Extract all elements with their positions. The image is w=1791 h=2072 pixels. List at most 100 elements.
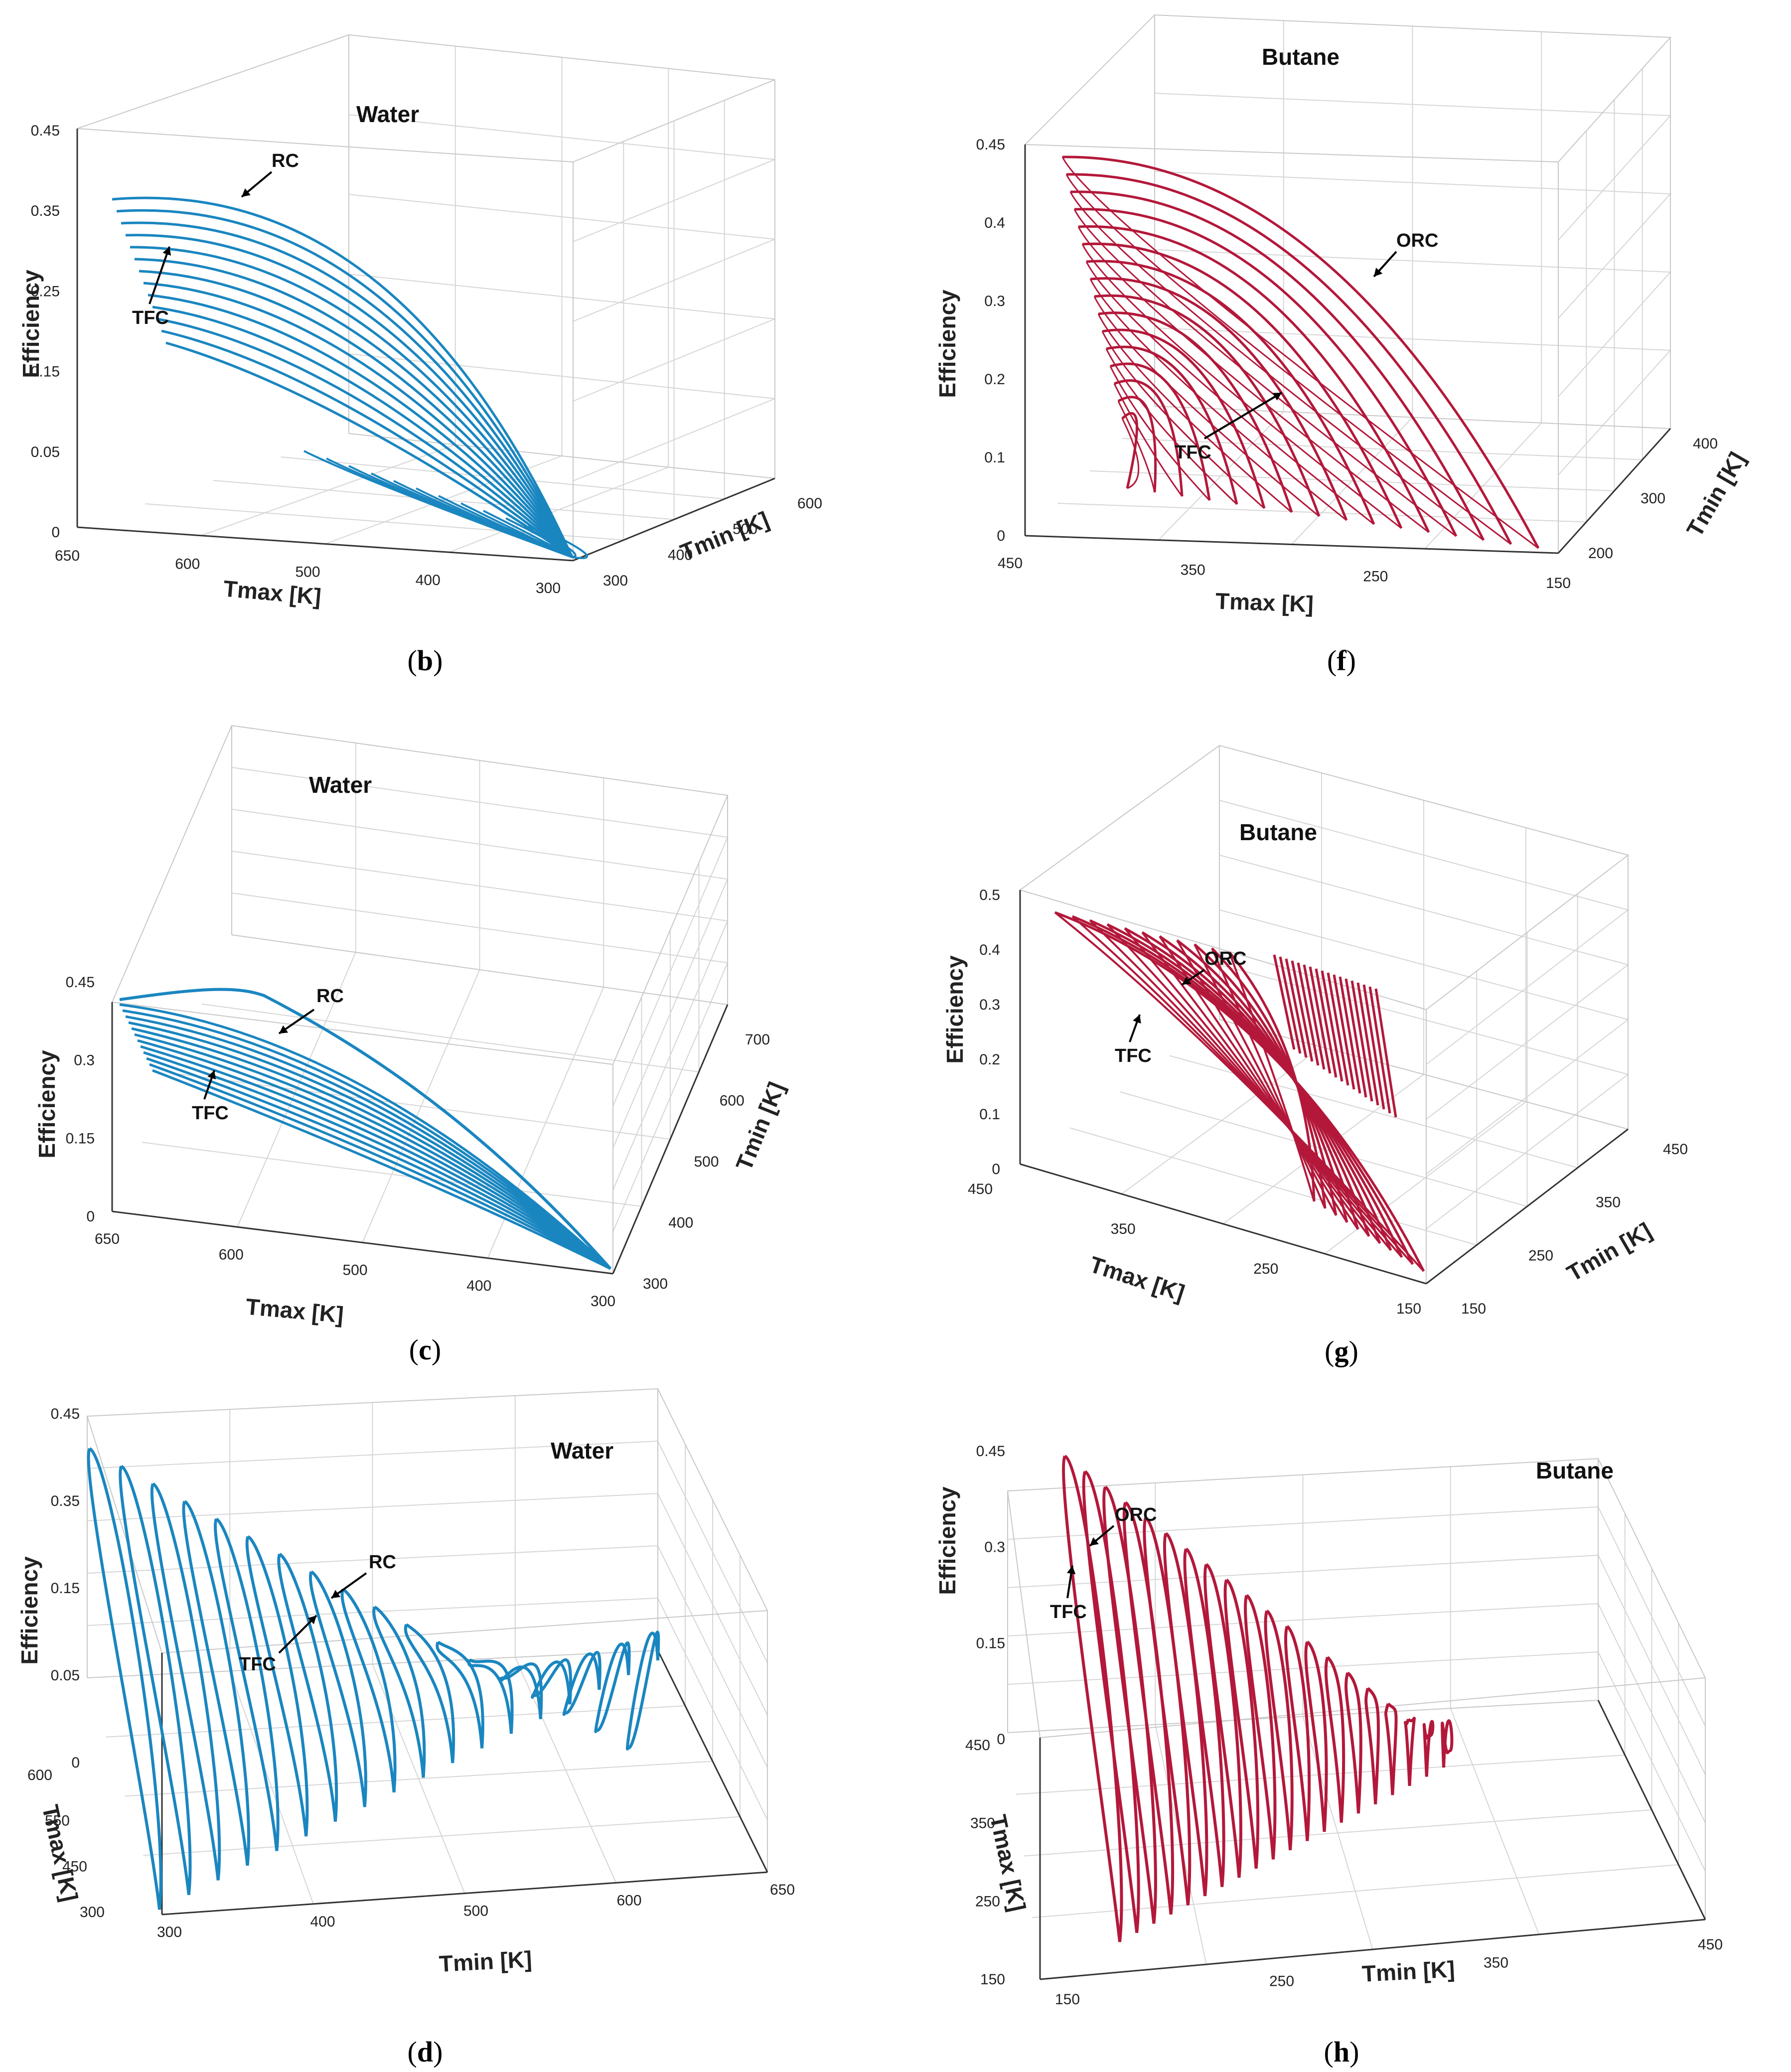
x-tick-label: 350 [1111, 1221, 1136, 1237]
z-tick-label: 0.45 [31, 123, 60, 139]
chart-h: 0 0.15 0.3 0.45 150 250 350 450 150 250 350 450 Buta… [934, 1443, 1723, 2068]
x-tick-label: 350 [1484, 1955, 1508, 1971]
y-tick-label: 450 [62, 1858, 87, 1875]
floor-grid-line [1450, 1708, 1540, 1935]
annotation-rc-arrow-head [242, 188, 251, 197]
efficiency-curve [161, 329, 573, 558]
efficiency-curve [125, 1015, 611, 1270]
efficiency-curve-lower [1194, 944, 1337, 1216]
annotation-rc: RC [316, 986, 344, 1007]
z-tick-label: 0.35 [51, 1493, 80, 1509]
efficiency-curve [139, 270, 573, 558]
efficiency-curve [1066, 173, 1512, 545]
efficiency-fin [1163, 1532, 1208, 1897]
y-tick-label: 300 [603, 573, 628, 589]
z-axis-label: Efficiency [934, 290, 960, 398]
efficiency-fin [1441, 1719, 1454, 1768]
efficiency-curve [1228, 951, 1316, 1202]
efficiency-curve [149, 1063, 611, 1270]
x-tick-label: 250 [1363, 569, 1388, 585]
y-tick-label: 600 [797, 495, 822, 512]
annotation-tfc-arrow-head [162, 247, 171, 256]
y-tick-label: 350 [1596, 1194, 1621, 1211]
z-tick-label: 0.05 [31, 444, 60, 460]
annotation-tfc-arrow-head [207, 1070, 216, 1079]
x-tick-label: 600 [219, 1246, 244, 1263]
efficiency-fin [372, 1606, 426, 1778]
y-axis-label: Tmax [K] [37, 1802, 83, 1904]
efficiency-curve [1117, 396, 1157, 493]
efficiency-fin [1203, 1563, 1242, 1878]
efficiency-surface-fill [1350, 980, 1373, 1102]
z-tick-label: 0 [51, 524, 60, 541]
annotation-orc: ORC [1396, 230, 1438, 251]
z-tick-label: 0.15 [51, 1580, 80, 1597]
z-tick-label: 0 [992, 1161, 1000, 1178]
z-tick-label: 0.3 [74, 1052, 95, 1069]
panel-title: Water [551, 1438, 613, 1464]
z-tick-label: 0.45 [976, 137, 1005, 153]
z-tick-label: 0 [997, 528, 1005, 544]
panel-title: Water [309, 772, 372, 798]
efficiency-curve [1194, 943, 1338, 1216]
x-tick-label: 250 [1253, 1261, 1278, 1277]
efficiency-curve [1062, 155, 1540, 549]
efficiency-fin [625, 1630, 660, 1751]
efficiency-fin [1223, 1578, 1260, 1869]
y-tick-label: 200 [1588, 545, 1613, 562]
x-axis-label: Tmax [K] [222, 576, 322, 610]
panel-caption: (f) [1327, 644, 1356, 677]
x-tick-label: 400 [466, 1278, 491, 1294]
z-tick-label: 0.45 [66, 974, 95, 991]
panel-caption: (c) [409, 1333, 441, 1366]
x-axis-label: Tmax [K] [1215, 588, 1314, 617]
efficiency-curve [146, 1057, 611, 1270]
efficiency-surface-fill [1356, 982, 1379, 1106]
annotation-tfc-arrow [1203, 392, 1283, 440]
y-tick-label: 350 [970, 1815, 995, 1832]
efficiency-curve-ridge [119, 988, 612, 1270]
panel-d: 0 0.05 0.15 0.35 0.45 300 400 500 600 650 300 450 55… [0, 1381, 896, 2072]
efficiency-surface-fill [1285, 958, 1308, 1058]
annotation-orc-arrow-head [1182, 976, 1192, 985]
y-axis-line [573, 477, 775, 562]
annotation-tfc-arrow-head [307, 1616, 316, 1625]
efficiency-surface-fill [1368, 986, 1391, 1114]
efficiency-curve [1070, 190, 1485, 541]
y-tick-label: 400 [668, 547, 693, 563]
floor-grid-line [1119, 1091, 1527, 1207]
z-tick-label: 0.45 [51, 1406, 80, 1422]
y-tick-label: 500 [694, 1154, 719, 1170]
y-axis-line [1426, 1128, 1629, 1285]
panel-title: Butane [1239, 819, 1317, 845]
efficiency-fin [87, 1447, 162, 1910]
efficiency-curve-lower [1176, 939, 1348, 1223]
efficiency-curve [1106, 345, 1238, 505]
efficiency-fin [1384, 1702, 1398, 1795]
annotation-rc: RC [272, 150, 299, 171]
efficiency-surface-fill [1309, 966, 1332, 1074]
z-tick-label: 0.1 [979, 1106, 1000, 1123]
x-tick-label: 400 [416, 572, 441, 589]
floor-grid-line [106, 1705, 686, 1738]
x-axis-label: Tmin [K] [1361, 1956, 1456, 1987]
efficiency-curve [121, 221, 574, 558]
box-edge [77, 34, 574, 162]
annotation-tfc-arrow-head [1272, 393, 1282, 401]
annotation-orc-arrow-head [1374, 268, 1383, 277]
y-tick-label: 250 [975, 1893, 1000, 1910]
x-axis-line [77, 526, 574, 562]
floor-grid-line [1089, 470, 1615, 491]
y-axis-line [1557, 428, 1671, 554]
y-tick-label: 550 [45, 1813, 70, 1829]
efficiency-surface-fill [1374, 988, 1397, 1118]
x-axis-label: Tmax [K] [245, 1294, 345, 1328]
annotation-tfc-arrow-head [1133, 1015, 1141, 1024]
x-tick-label: 650 [770, 1882, 795, 1898]
efficiency-fin [1304, 1640, 1328, 1832]
y-tick-label: 250 [1528, 1247, 1553, 1264]
efficiency-fin [1344, 1671, 1362, 1814]
y-axis-line [657, 1650, 768, 1873]
z-tick-label: 0.5 [979, 887, 1000, 903]
efficiency-fin [1102, 1485, 1157, 1924]
